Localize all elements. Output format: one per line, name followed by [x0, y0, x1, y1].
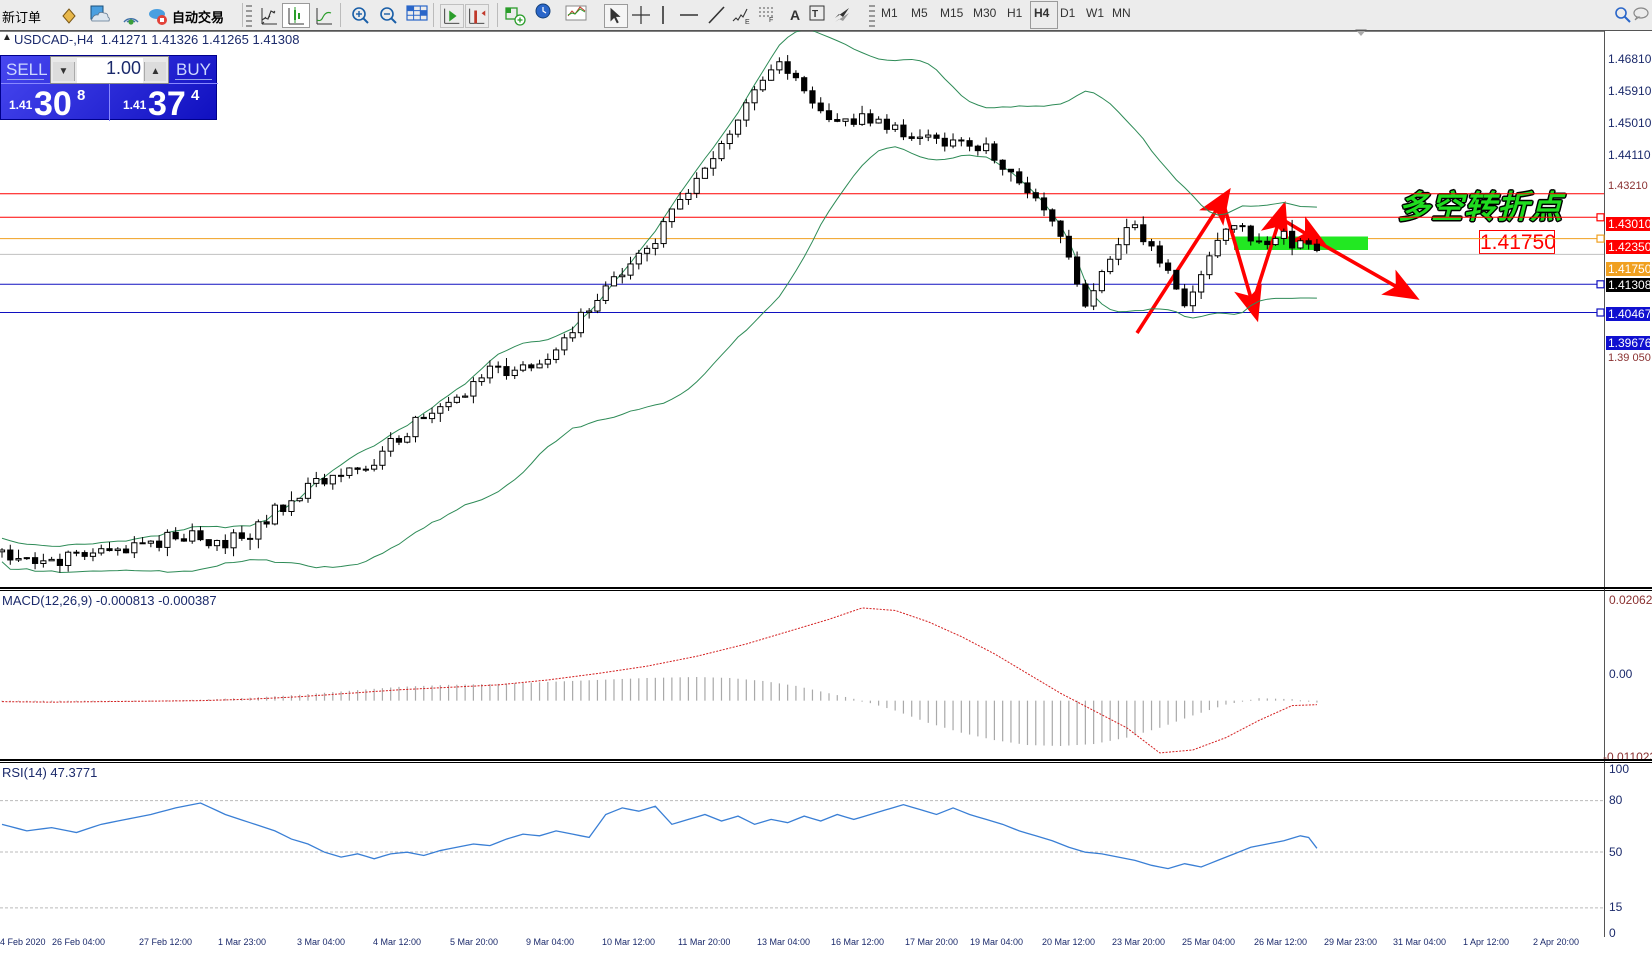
svg-text:E: E	[745, 19, 750, 26]
svg-text:T: T	[812, 9, 818, 20]
svg-text:F: F	[769, 17, 773, 22]
